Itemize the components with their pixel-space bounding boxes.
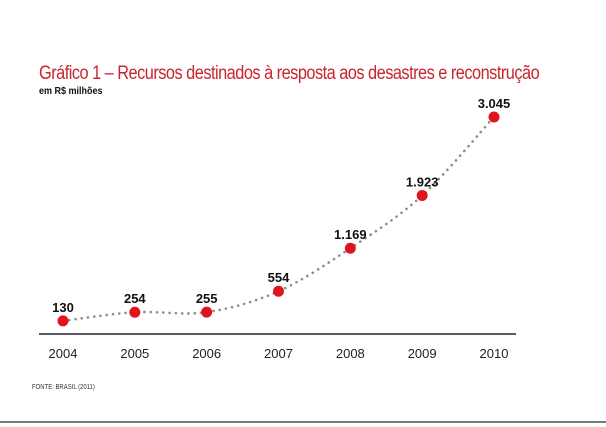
data-label-2009: 1.923	[406, 174, 439, 189]
x-tick-label-2004: 2004	[49, 346, 78, 361]
data-point-2004	[57, 315, 69, 327]
data-label-2004: 130	[52, 300, 74, 315]
data-label-2007: 554	[268, 270, 290, 285]
chart-title: Gráfico 1 – Recursos destinados à respos…	[39, 63, 540, 84]
x-tick-label-2007: 2007	[264, 346, 293, 361]
x-tick-label-2008: 2008	[336, 346, 365, 361]
chart-subtitle: em R$ milhões	[39, 86, 103, 97]
data-label-2010: 3.045	[478, 96, 511, 111]
data-point-2005	[129, 306, 141, 318]
x-tick-label-2010: 2010	[480, 346, 509, 361]
x-tick-label-2005: 2005	[120, 346, 149, 361]
bottom-divider	[0, 421, 606, 423]
data-point-2007	[273, 285, 284, 297]
x-tick-label-2009: 2009	[408, 346, 437, 361]
data-point-2009	[416, 189, 428, 201]
data-label-2006: 255	[196, 291, 218, 306]
data-point-2006	[201, 306, 213, 318]
data-point-2010	[488, 111, 500, 123]
chart-source: FONTE: BRASIL (2011)	[32, 384, 95, 391]
data-label-2005: 254	[124, 291, 146, 306]
data-point-2008	[344, 242, 356, 254]
data-label-2008: 1.169	[334, 227, 367, 242]
x-tick-label-2006: 2006	[192, 346, 221, 361]
